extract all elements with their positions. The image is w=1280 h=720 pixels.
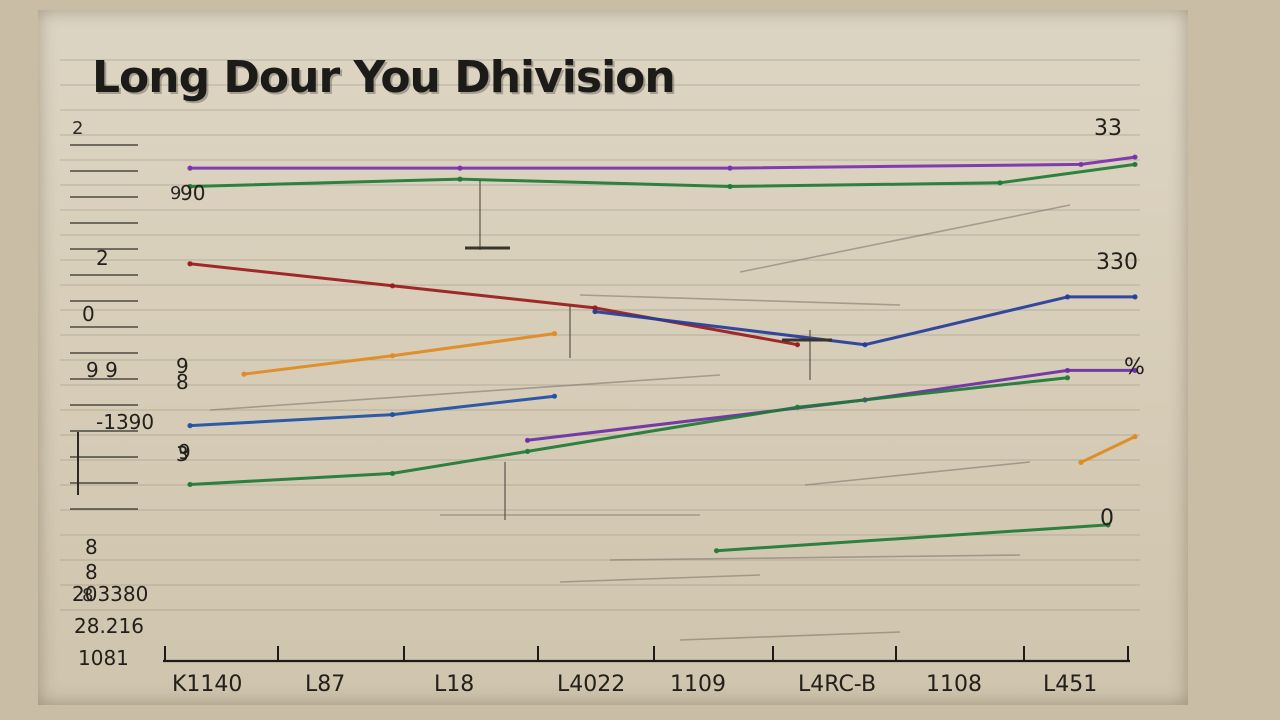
data-point	[457, 165, 463, 171]
series-line-6	[188, 394, 556, 428]
x-tick-label: 1108	[926, 672, 982, 697]
data-point	[187, 261, 193, 267]
data-point	[1132, 294, 1138, 300]
data-point	[592, 305, 598, 311]
series-line-3	[188, 262, 799, 347]
series-marker-label: 90	[180, 181, 206, 205]
x-tick-label: L87	[305, 672, 346, 697]
ghost-stroke	[559, 574, 761, 583]
x-tick-label: L4022	[557, 672, 626, 697]
data-point	[187, 423, 193, 429]
series-line-4	[242, 332, 556, 376]
data-point	[713, 548, 720, 554]
y-tick-label: 8	[85, 560, 98, 584]
y-tick-label: 8	[176, 370, 189, 394]
data-point	[794, 342, 801, 348]
series-marker-label: 9	[178, 440, 191, 464]
series-line-5	[593, 295, 1137, 347]
data-point	[1132, 154, 1138, 160]
gutter-mark: 8	[82, 585, 94, 606]
series-end-label: 330	[1096, 250, 1138, 275]
series-end-label: 33	[1094, 116, 1122, 141]
y-tick-label: 0	[82, 302, 95, 326]
x-tick-label: L4RC-B	[798, 672, 877, 697]
ghost-stroke	[209, 374, 721, 411]
series-line-8	[188, 376, 1069, 486]
data-point	[187, 165, 193, 171]
x-tick-label: K1140	[172, 672, 243, 697]
data-point	[1132, 161, 1138, 168]
data-point	[1078, 161, 1084, 168]
y-tick-label: 28.216	[74, 614, 144, 638]
ghost-stroke	[679, 631, 901, 641]
data-point	[551, 393, 558, 399]
ghost-stroke	[739, 204, 1071, 273]
data-point	[187, 183, 193, 190]
lined-paper	[38, 10, 1188, 705]
y-tick-label: 203380	[72, 582, 149, 606]
y-tick-label: 8	[85, 535, 98, 559]
data-point	[1078, 459, 1084, 465]
data-point	[794, 404, 801, 410]
data-point	[727, 183, 733, 190]
series-line-1	[188, 155, 1137, 170]
series-line-7	[526, 368, 1137, 442]
gutter-mark: 2	[72, 118, 84, 139]
data-point	[862, 342, 868, 348]
data-point	[551, 331, 558, 337]
data-point	[457, 176, 463, 182]
data-point	[524, 448, 531, 454]
data-point	[592, 308, 598, 315]
ghost-stroke	[804, 461, 1031, 486]
y-tick-label: 1081	[78, 646, 129, 670]
x-tick-label: 1109	[670, 672, 726, 697]
data-point	[1064, 367, 1071, 374]
data-point	[1132, 434, 1138, 440]
data-point	[389, 470, 396, 477]
data-point	[1064, 294, 1071, 300]
series-end-label: 0	[1100, 506, 1114, 531]
data-point	[997, 180, 1003, 186]
chart-title: Long Dour You Dhivision	[92, 52, 676, 103]
x-tick-label: L451	[1043, 672, 1098, 697]
series-line-9	[715, 523, 1110, 553]
y-tick-label: 3	[176, 442, 189, 466]
series-end-label: %	[1124, 355, 1145, 380]
data-point	[1132, 367, 1138, 374]
data-point	[187, 481, 193, 488]
data-point	[389, 283, 396, 289]
x-tick-label: L18	[434, 672, 475, 697]
series-line-10	[1079, 435, 1137, 464]
data-point	[524, 437, 531, 443]
series-marker-label: -1390	[96, 410, 155, 434]
data-point	[1064, 375, 1071, 381]
data-point	[1105, 522, 1111, 528]
ghost-stroke	[579, 294, 901, 306]
data-point	[389, 411, 396, 418]
ghost-stroke	[609, 554, 1021, 561]
series-marker-label: 9	[176, 354, 189, 378]
y-tick-label: 2	[96, 246, 109, 270]
data-point	[389, 353, 396, 359]
data-point	[727, 165, 733, 171]
data-point	[241, 371, 247, 377]
y-tick-label: 9 9	[86, 358, 118, 382]
gutter-mark: 9	[170, 183, 182, 204]
